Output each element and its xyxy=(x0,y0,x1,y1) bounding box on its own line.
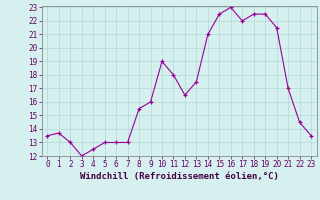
X-axis label: Windchill (Refroidissement éolien,°C): Windchill (Refroidissement éolien,°C) xyxy=(80,172,279,181)
